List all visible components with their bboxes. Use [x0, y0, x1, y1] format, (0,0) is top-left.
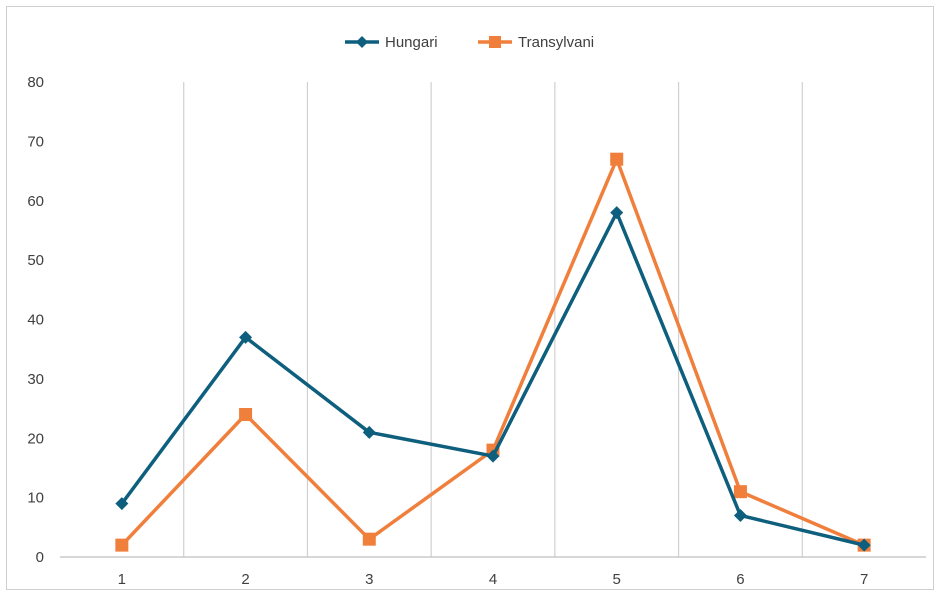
legend: Hungari Transylvani	[345, 34, 594, 51]
legend-label: Transylvani	[518, 34, 594, 51]
legend-entry-hungari: Hungari	[345, 34, 438, 51]
x-tick-label: 6	[736, 571, 744, 588]
data-point	[115, 538, 129, 552]
x-tick-label: 2	[241, 571, 249, 588]
legend-marker	[356, 36, 368, 48]
x-tick-labels: 1 2 3 4 5 6 7	[118, 571, 869, 588]
data-point	[362, 532, 376, 546]
y-tick-label: 40	[27, 312, 44, 329]
y-tick-label: 0	[36, 549, 44, 566]
y-tick-label: 80	[27, 74, 44, 91]
x-tick-label: 3	[365, 571, 373, 588]
data-point	[239, 408, 253, 421]
x-tick-label: 1	[118, 571, 126, 588]
legend-entry-transylvani: Transylvani	[478, 34, 594, 51]
data-point	[733, 485, 747, 499]
y-tick-labels: 0 10 20 30 40 50 60 70 80	[27, 74, 44, 566]
x-tick-label: 5	[613, 571, 621, 588]
y-tick-label: 20	[27, 430, 44, 447]
legend-marker	[489, 36, 501, 48]
data-point	[362, 425, 376, 439]
series-transylvani	[115, 152, 871, 552]
y-tick-label: 70	[27, 133, 44, 150]
data-point	[115, 497, 129, 511]
data-point	[239, 330, 253, 344]
data-point	[610, 206, 624, 220]
gridlines	[183, 82, 803, 557]
series-layer	[115, 152, 871, 552]
legend-label: Hungari	[385, 34, 438, 51]
y-tick-label: 50	[27, 252, 44, 269]
y-tick-label: 10	[27, 490, 44, 507]
y-tick-label: 30	[27, 371, 44, 388]
data-point	[733, 508, 747, 522]
series-hungari	[115, 206, 871, 552]
data-point	[486, 449, 500, 463]
chart-frame	[6, 6, 934, 590]
data-point	[610, 152, 624, 166]
data-point	[857, 538, 871, 552]
x-tick-label: 7	[860, 571, 868, 588]
y-tick-label: 60	[27, 193, 44, 210]
x-tick-label: 4	[489, 571, 497, 588]
